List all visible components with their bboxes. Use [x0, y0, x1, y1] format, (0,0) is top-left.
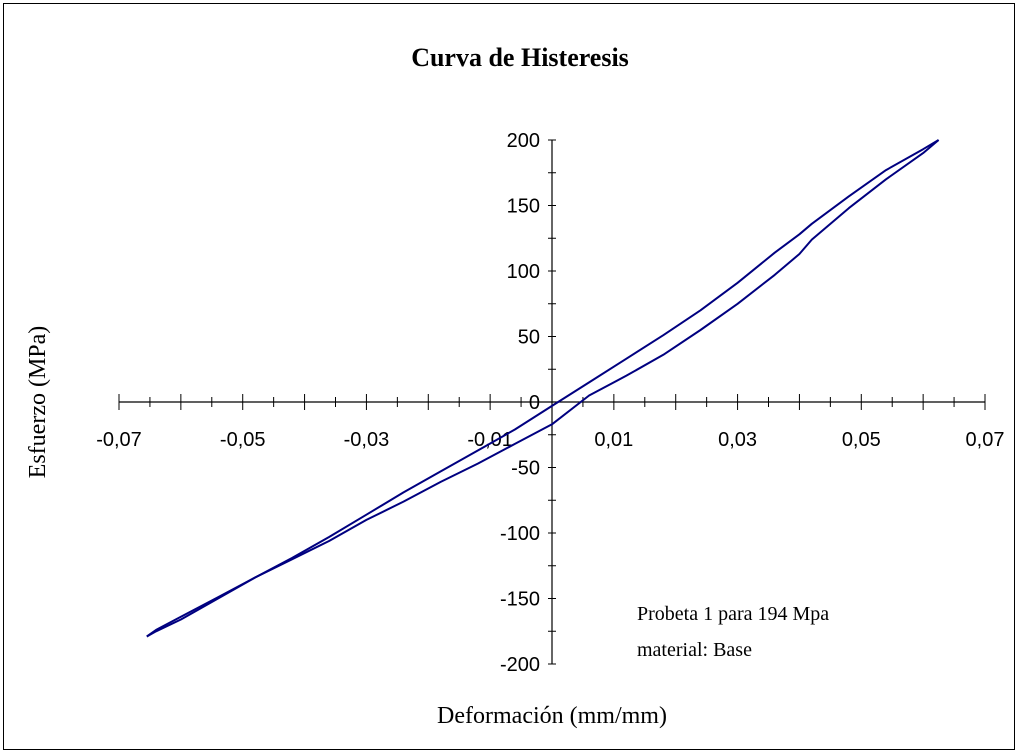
chart-title: Curva de Histeresis	[411, 43, 629, 72]
axes: -0,07 -0,05 -0,03 -0,01 0,01 0,03 0,05 0,07 -200…	[96, 130, 1004, 676]
unloading-branch-line	[146, 139, 940, 638]
y-tick-label: -50	[511, 458, 540, 480]
x-tick-label: -0,07	[96, 429, 142, 451]
x-tick-label: 0,07	[966, 429, 1005, 451]
y-tick-label: 50	[518, 327, 540, 349]
y-tick-label: 100	[507, 261, 540, 283]
x-tick-label: 0,01	[594, 429, 633, 451]
y-tick-label: 200	[507, 130, 540, 152]
x-axis-label: Deformación (mm/mm)	[437, 703, 667, 729]
annotation-material: material: Base	[637, 639, 752, 661]
x-tick-label: 0,05	[842, 429, 881, 451]
series-group	[146, 139, 940, 638]
y-axis-label: Esfuerzo (MPa)	[25, 326, 51, 479]
x-tick-label: -0,05	[220, 429, 266, 451]
x-tick-label: 0,03	[718, 429, 757, 451]
loading-branch-line	[146, 139, 940, 638]
annotation-specimen: Probeta 1 para 194 Mpa	[637, 603, 829, 625]
x-tick-label: -0,01	[467, 429, 513, 451]
y-tick-label: 150	[507, 196, 540, 218]
y-tick-label: -150	[500, 589, 540, 611]
x-tick-label: -0,03	[344, 429, 390, 451]
y-tick-label: 0	[529, 392, 540, 414]
y-tick-label: -100	[500, 523, 540, 545]
y-tick-label: -200	[500, 654, 540, 676]
chart-frame	[3, 3, 1015, 750]
